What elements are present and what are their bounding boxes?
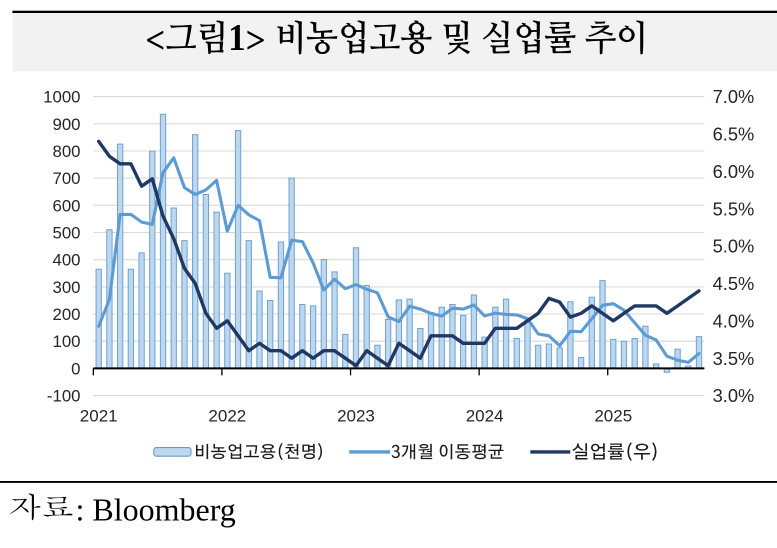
svg-text:2024: 2024 [466, 407, 504, 426]
svg-text:400: 400 [53, 251, 81, 270]
svg-text:2021: 2021 [80, 407, 118, 426]
svg-text:500: 500 [53, 224, 81, 243]
svg-text:6.5%: 6.5% [713, 123, 755, 144]
svg-text:3.5%: 3.5% [713, 348, 755, 369]
svg-text:2022: 2022 [208, 407, 246, 426]
svg-text:7.0%: 7.0% [713, 86, 755, 107]
svg-text:900: 900 [53, 115, 81, 134]
svg-text:0: 0 [71, 359, 80, 378]
svg-text:: Bloomberg: : Bloomberg [76, 492, 236, 528]
svg-text:-100: -100 [47, 387, 81, 406]
svg-text:2025: 2025 [594, 407, 632, 426]
svg-text:100: 100 [53, 332, 81, 351]
svg-text:3.0%: 3.0% [713, 385, 755, 406]
svg-text:4.5%: 4.5% [713, 273, 755, 294]
svg-text:300: 300 [53, 278, 81, 297]
svg-text:800: 800 [53, 142, 81, 161]
svg-text:700: 700 [53, 169, 81, 188]
svg-text:5.0%: 5.0% [713, 236, 755, 257]
svg-text:4.0%: 4.0% [713, 310, 755, 331]
svg-text:600: 600 [53, 196, 81, 215]
svg-text:1000: 1000 [43, 88, 80, 107]
svg-text:6.0%: 6.0% [713, 161, 755, 182]
svg-text:2023: 2023 [337, 407, 375, 426]
svg-text:5.5%: 5.5% [713, 198, 755, 219]
svg-text:200: 200 [53, 305, 81, 324]
